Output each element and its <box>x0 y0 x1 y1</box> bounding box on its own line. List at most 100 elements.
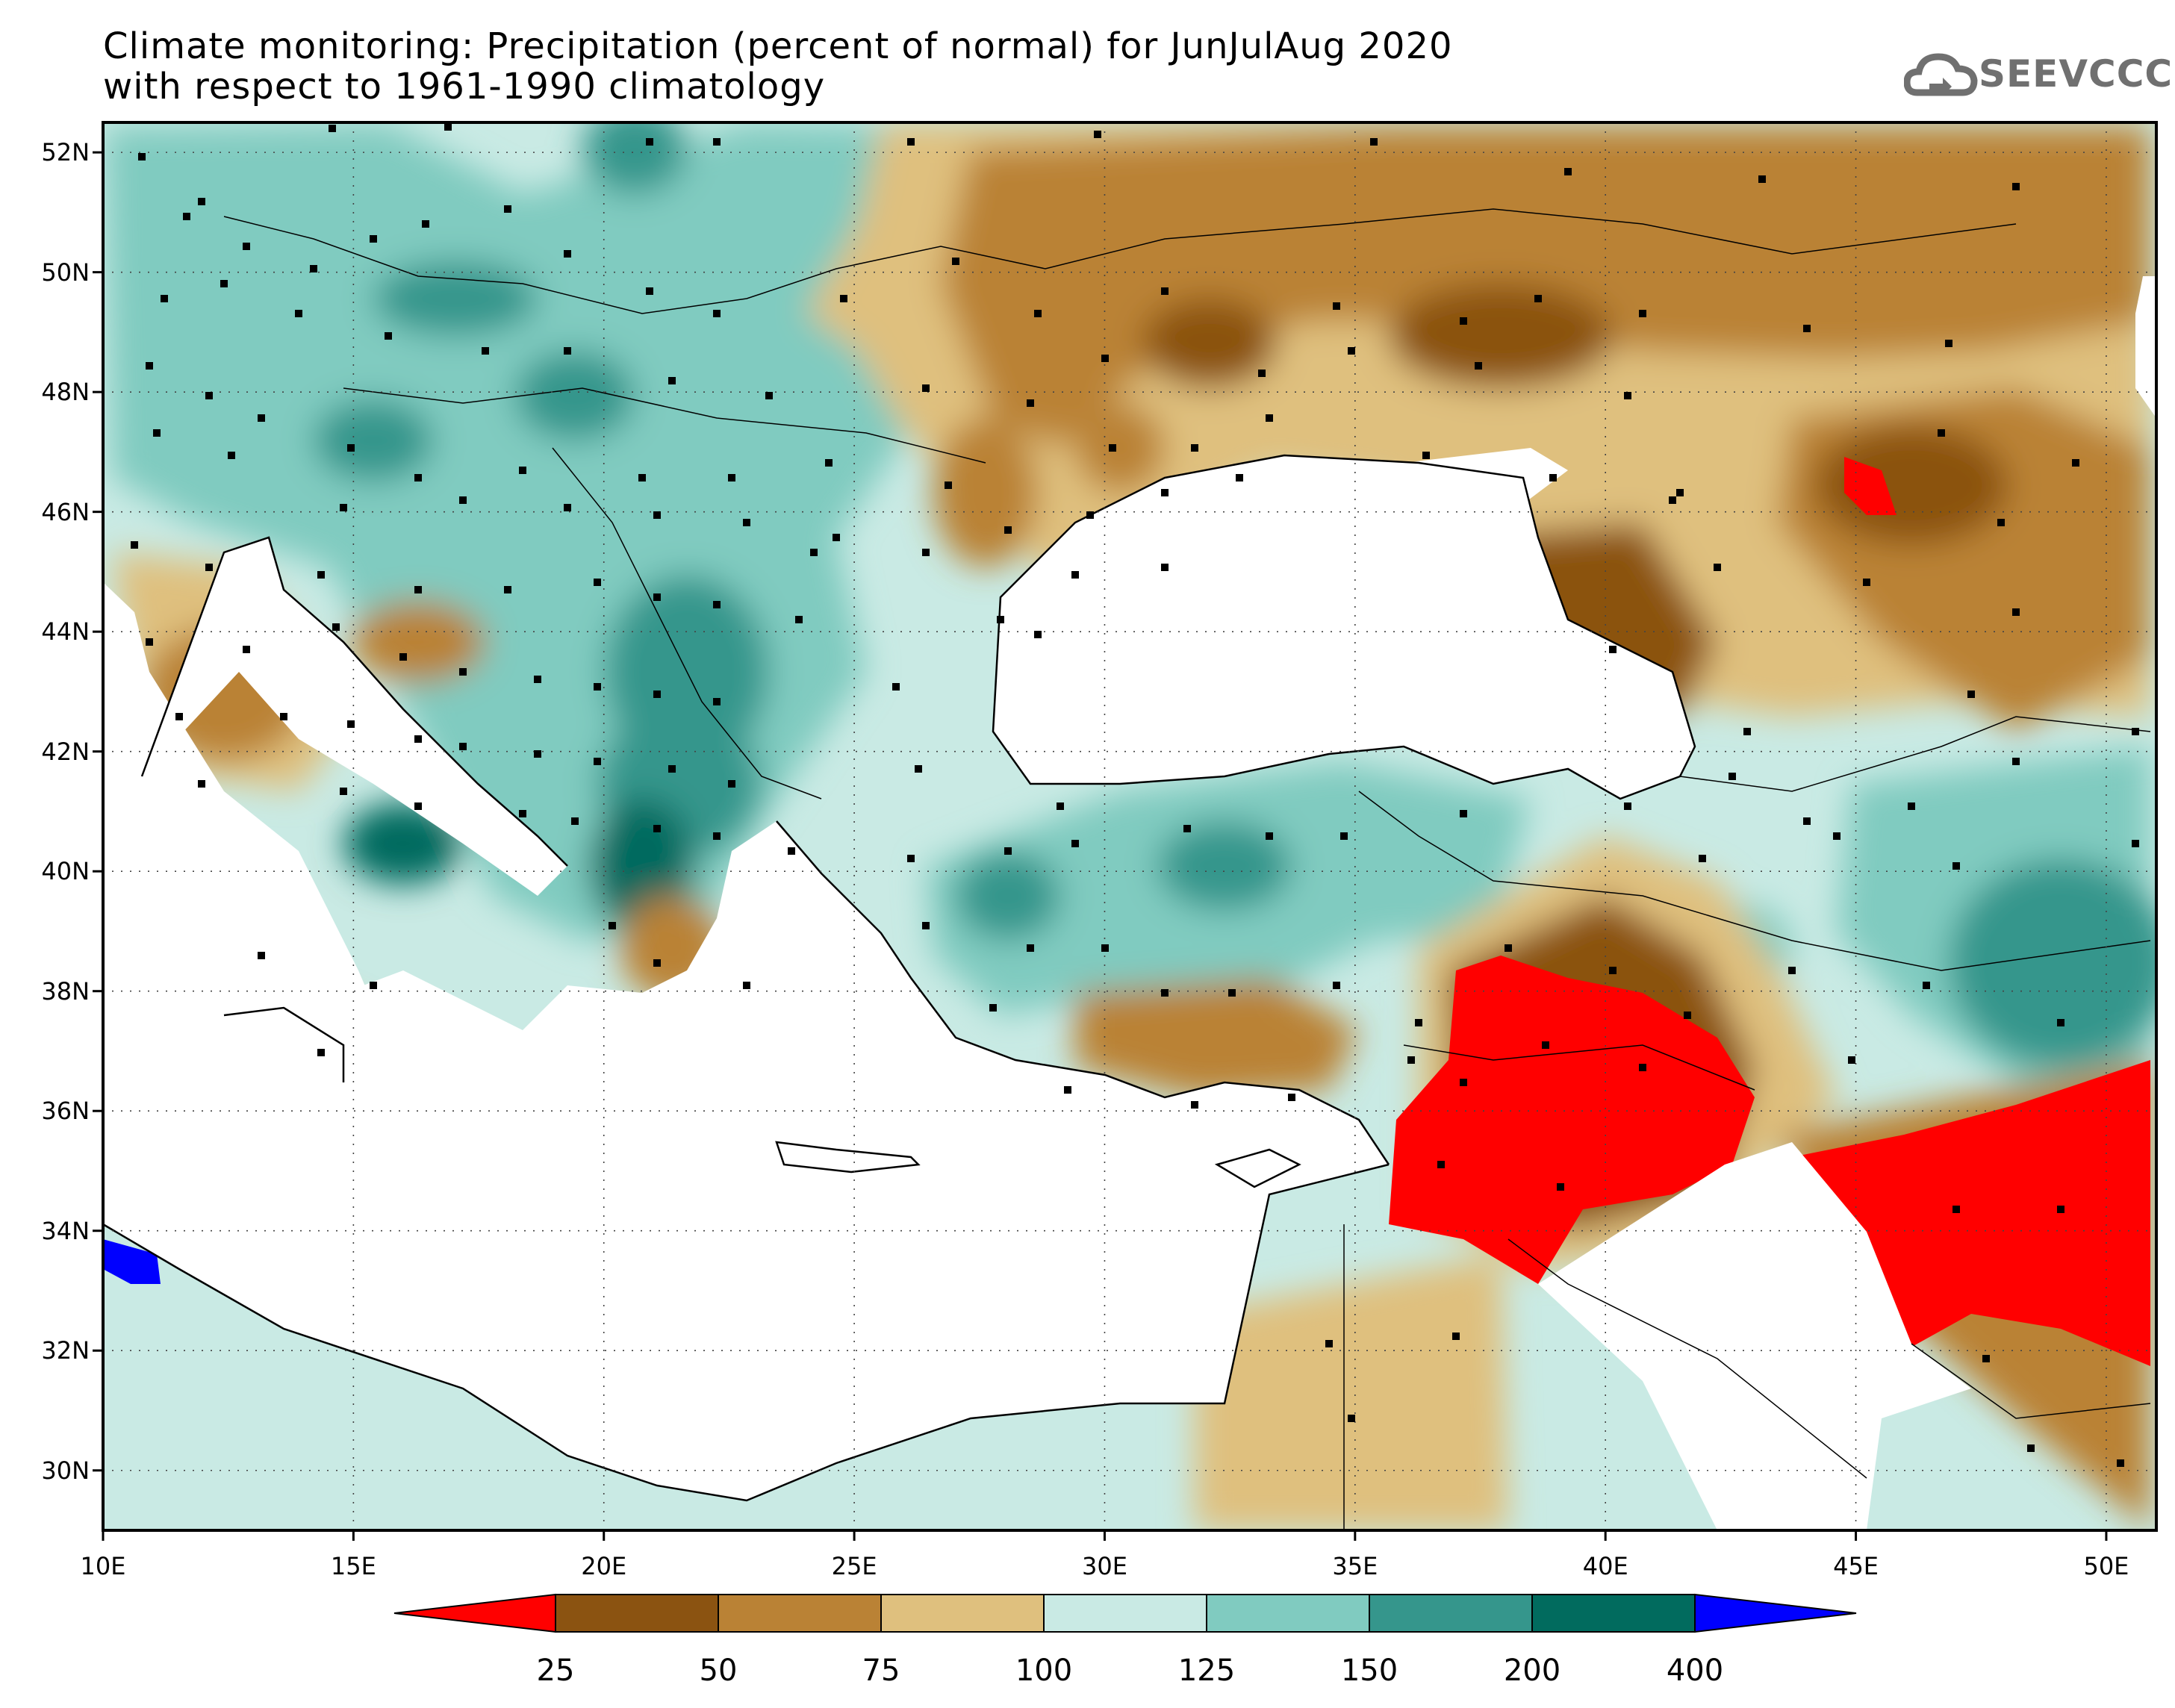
logo-text: SEEVCCC <box>1979 52 2174 96</box>
station-marker <box>1863 579 1870 586</box>
lon-label: 35E <box>1332 1552 1378 1580</box>
station-marker <box>2072 459 2079 467</box>
station-marker <box>1743 728 1751 735</box>
station-marker <box>1161 287 1169 295</box>
colorbar <box>393 1593 1857 1633</box>
station-marker <box>198 198 205 205</box>
station-marker <box>2132 728 2139 735</box>
station-marker <box>2117 1459 2124 1467</box>
station-marker <box>1094 131 1101 138</box>
station-marker <box>1057 802 1064 810</box>
station-marker <box>1101 355 1109 362</box>
colorbar-label: 75 <box>862 1654 900 1688</box>
station-marker <box>1258 370 1266 377</box>
station-marker <box>258 414 265 422</box>
station-marker <box>1191 1101 1198 1109</box>
station-marker <box>1945 340 1952 347</box>
station-marker <box>713 698 721 705</box>
station-marker <box>1266 414 1273 422</box>
station-marker <box>153 429 161 437</box>
station-marker <box>653 691 661 698</box>
station-marker <box>1460 810 1467 817</box>
station-marker <box>399 653 407 661</box>
station-marker <box>1370 138 1378 146</box>
station-marker <box>1684 1012 1691 1019</box>
station-marker <box>945 481 952 489</box>
station-marker <box>519 810 526 817</box>
station-marker <box>1475 362 1482 370</box>
station-marker <box>146 638 153 646</box>
station-marker <box>833 534 840 541</box>
station-marker <box>1908 802 1915 810</box>
colorbar-upper-extension <box>1694 1593 1857 1633</box>
station-marker <box>571 817 579 825</box>
station-marker <box>1534 295 1542 302</box>
station-marker <box>1452 1333 1460 1340</box>
colorbar-lower-extension <box>393 1593 556 1633</box>
station-marker <box>370 982 377 989</box>
station-marker <box>788 847 795 855</box>
station-marker <box>653 959 661 967</box>
station-marker <box>765 392 773 399</box>
station-marker <box>743 519 750 526</box>
station-marker <box>1542 1041 1549 1049</box>
station-marker <box>482 347 489 355</box>
colorbar-label: 25 <box>536 1654 575 1688</box>
station-marker <box>713 832 721 840</box>
station-marker <box>198 780 205 788</box>
station-marker <box>1952 862 1960 870</box>
station-marker <box>1714 564 1721 571</box>
station-marker <box>1228 989 1236 997</box>
station-marker <box>1460 1079 1467 1086</box>
station-marker <box>504 586 511 593</box>
station-marker <box>1460 317 1467 325</box>
colorbar-label: 200 <box>1503 1654 1561 1688</box>
station-marker <box>1422 452 1430 459</box>
station-marker <box>907 855 915 862</box>
station-marker <box>713 601 721 608</box>
station-marker <box>1557 1183 1564 1191</box>
lon-label: 40E <box>1582 1552 1628 1580</box>
station-marker <box>534 750 541 758</box>
station-marker <box>743 982 750 989</box>
station-marker <box>414 735 422 743</box>
lon-label: 20E <box>581 1552 627 1580</box>
colorbar-bin <box>1206 1594 1370 1633</box>
lon-label: 25E <box>831 1552 877 1580</box>
title-line-2: with respect to 1961-1990 climatology <box>103 66 826 107</box>
station-marker <box>668 765 676 773</box>
station-marker <box>534 676 541 683</box>
station-marker <box>653 511 661 519</box>
station-marker <box>1624 392 1631 399</box>
station-marker <box>594 758 601 765</box>
station-marker <box>444 123 452 131</box>
station-marker <box>1833 832 1840 840</box>
station-marker <box>922 384 930 392</box>
station-marker <box>1071 840 1079 847</box>
axis-ticks <box>93 151 2108 1541</box>
station-marker <box>825 459 833 467</box>
station-marker <box>332 623 340 631</box>
station-marker <box>1027 944 1034 952</box>
station-marker <box>414 586 422 593</box>
station-marker <box>1183 825 1191 832</box>
station-marker <box>1004 847 1012 855</box>
station-marker <box>1669 496 1676 504</box>
station-marker <box>414 474 422 481</box>
station-marker <box>728 474 735 481</box>
station-marker <box>1004 526 1012 534</box>
station-marker <box>795 616 803 623</box>
shaded-field <box>103 122 2156 1530</box>
station-marker <box>2057 1206 2064 1213</box>
lon-label: 45E <box>1833 1552 1879 1580</box>
station-marker <box>1161 564 1169 571</box>
station-marker <box>564 347 571 355</box>
station-marker <box>310 265 317 272</box>
station-marker <box>1161 989 1169 997</box>
station-marker <box>1086 511 1094 519</box>
colorbar-label: 100 <box>1015 1654 1073 1688</box>
lat-label: 44N <box>41 617 90 646</box>
station-marker <box>228 452 235 459</box>
station-marker <box>340 788 347 795</box>
station-marker <box>161 295 168 302</box>
